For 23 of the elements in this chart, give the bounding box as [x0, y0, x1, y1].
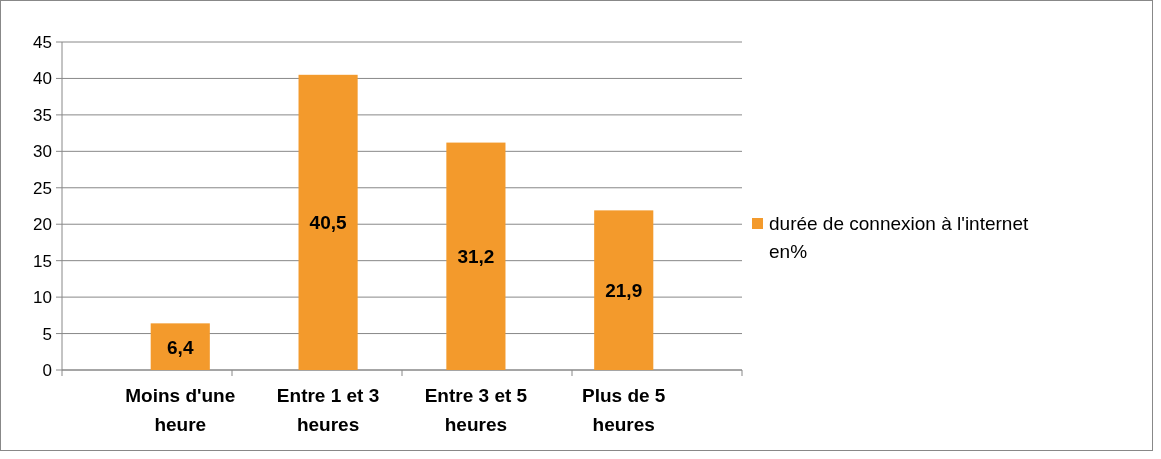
data-label: 21,9 — [605, 280, 643, 302]
bar — [298, 74, 358, 370]
y-tick-label: 35 — [33, 105, 52, 125]
bar — [150, 323, 210, 370]
x-tick-label: Entre 1 et 3 heures — [276, 385, 380, 435]
bar — [594, 210, 654, 370]
y-tick-label: 0 — [42, 361, 52, 380]
y-tick-label: 45 — [33, 33, 52, 52]
bar — [446, 142, 506, 370]
data-label: 6,4 — [167, 336, 194, 358]
y-tick-label: 40 — [33, 69, 52, 89]
data-label: 40,5 — [309, 212, 348, 234]
x-tick-label: Moins d'une heure — [125, 385, 236, 435]
x-tick-label: Plus de 5 heures — [582, 385, 666, 435]
y-tick-label: 25 — [33, 178, 52, 198]
y-tick-label: 15 — [33, 251, 52, 271]
y-tick-label: 10 — [33, 288, 52, 308]
x-tick-label: Entre 3 et 5 heures — [424, 385, 528, 435]
data-label: 31,2 — [457, 246, 495, 268]
legend-label: durée de connexion à l'internet en% — [769, 213, 1029, 262]
y-tick-label: 30 — [33, 142, 52, 162]
y-tick-label: 5 — [42, 324, 52, 344]
y-tick-label: 20 — [33, 215, 52, 235]
